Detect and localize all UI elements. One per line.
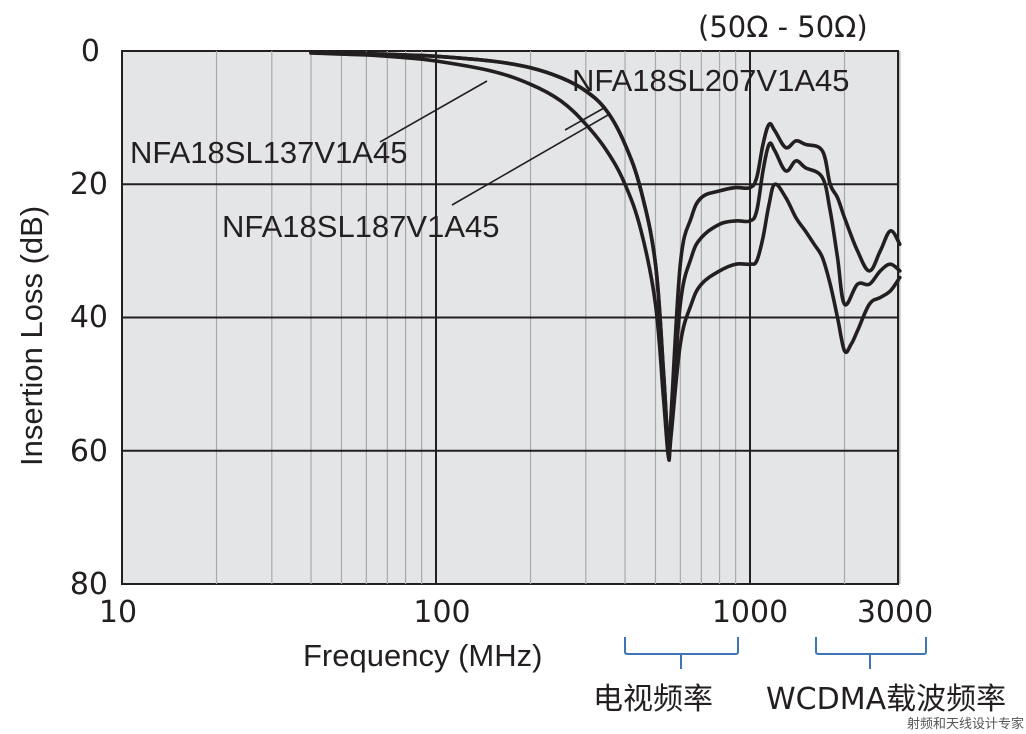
y-tick-60: 60	[70, 434, 108, 469]
leader-line-187	[451, 114, 609, 206]
leader-line-137	[379, 80, 488, 143]
leader-lines	[379, 80, 609, 206]
tv-band-label: 电视频率	[593, 682, 713, 717]
x-tick-100: 100	[413, 595, 470, 630]
chart-title: (50Ω - 50Ω)	[698, 10, 868, 44]
wcdma-band-label: WCDMA载波频率	[766, 682, 1006, 717]
x-axis-ticks: 10 100 1000 3000	[99, 595, 933, 630]
y-tick-20: 20	[70, 167, 108, 202]
curve-NFA18SL207V1A45	[309, 50, 902, 456]
major-gridlines	[122, 51, 898, 584]
watermark: 射频和天线设计专家	[906, 717, 1024, 732]
wcdma-band-bracket	[815, 637, 927, 669]
y-tick-0: 0	[81, 34, 100, 69]
y-axis-label: Insertion Loss (dB)	[14, 206, 49, 466]
series-curves	[309, 50, 902, 462]
x-axis-label: Frequency (MHz)	[303, 638, 542, 673]
y-axis-ticks: 0 20 40 60 80	[70, 34, 108, 602]
series-label-207: NFA18SL207V1A45	[572, 63, 850, 98]
series-label-137: NFA18SL137V1A45	[130, 135, 408, 170]
y-tick-40: 40	[70, 300, 108, 335]
y-tick-80: 80	[70, 567, 108, 602]
curve-NFA18SL137V1A45	[309, 51, 902, 462]
x-tick-10: 10	[99, 595, 137, 630]
series-label-187: NFA18SL187V1A45	[222, 209, 500, 244]
x-tick-3000: 3000	[857, 595, 933, 630]
tv-band-bracket	[624, 637, 739, 669]
x-tick-1000: 1000	[712, 595, 788, 630]
leader-line-207	[564, 107, 605, 131]
